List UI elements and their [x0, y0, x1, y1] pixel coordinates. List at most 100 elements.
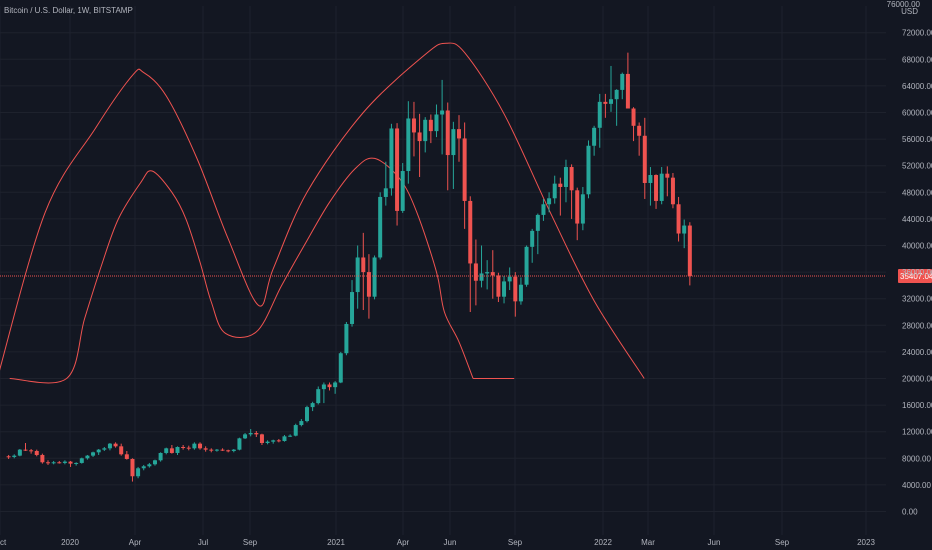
candle	[496, 272, 501, 303]
candle	[479, 245, 484, 288]
x-tick-label: Jul	[198, 538, 208, 547]
y-tick-label: 72000.00	[902, 29, 932, 38]
candle	[434, 104, 439, 138]
y-tick-label: 56000.00	[902, 135, 932, 144]
time-axis[interactable]: Oct 2020 Apr Jul Sep 2021 Apr Jun Sep 2022 Mar Jun S…	[0, 538, 875, 547]
candle-body	[164, 448, 169, 453]
candle	[665, 166, 670, 197]
y-tick-label: 36000.00	[902, 268, 932, 277]
candle	[350, 280, 355, 327]
x-tick-label: 2022	[594, 538, 612, 547]
y-tick-label: 24000.00	[902, 348, 932, 357]
x-tick-label: Oct	[0, 538, 7, 547]
candle-body	[344, 323, 349, 354]
candle-body	[96, 449, 101, 453]
candle	[310, 401, 315, 412]
candle-body	[496, 275, 501, 297]
chart-title: Bitcoin / U.S. Dollar, 1W, BITSTAMP	[4, 6, 133, 15]
candle-body	[530, 230, 535, 247]
grid	[0, 6, 886, 535]
candle	[203, 446, 208, 452]
candle	[609, 65, 614, 112]
y-tick-label: 8000.00	[902, 454, 931, 463]
candle	[395, 123, 400, 226]
candle-body	[29, 450, 34, 452]
candle	[136, 466, 141, 479]
y-tick-label: 0.00	[902, 508, 918, 517]
candle-body	[79, 458, 84, 463]
candle-body	[620, 73, 625, 90]
y-tick-label: 12000.00	[902, 428, 932, 437]
candle	[411, 101, 416, 157]
candle-body	[316, 389, 321, 404]
candle	[91, 451, 96, 457]
candle	[592, 125, 597, 156]
candle-body	[597, 101, 602, 128]
candle-body	[181, 446, 186, 448]
candle	[642, 117, 647, 199]
candle	[316, 386, 321, 405]
candle-body	[580, 194, 585, 224]
candle	[372, 255, 377, 300]
last-price-label: 35407.04	[900, 272, 932, 281]
candle	[558, 177, 563, 216]
candle-body	[659, 173, 664, 201]
candle-body	[147, 464, 152, 467]
currency-label[interactable]: USD	[901, 7, 918, 16]
candle-body	[57, 462, 62, 464]
candle-body	[355, 257, 360, 293]
candle	[158, 452, 163, 462]
candle	[625, 52, 630, 109]
candle	[423, 117, 428, 153]
candle	[119, 443, 124, 456]
candle-body	[158, 452, 163, 461]
candle	[440, 79, 445, 155]
candle	[552, 175, 557, 204]
candle	[361, 232, 366, 311]
candle-body	[169, 448, 174, 453]
y-tick-label: 32000.00	[902, 295, 932, 304]
candle	[46, 460, 51, 465]
candle-body	[237, 438, 242, 450]
price-axis[interactable]: 0.00 4000.00 8000.00 12000.00 16000.00 20000.…	[902, 29, 932, 517]
candle	[620, 72, 625, 100]
y-tick-label: 44000.00	[902, 215, 932, 224]
candle	[288, 434, 293, 438]
candle	[6, 454, 11, 459]
candle	[293, 423, 298, 437]
candle-body	[434, 114, 439, 132]
x-tick-label: 2021	[327, 538, 345, 547]
candle	[68, 460, 73, 467]
candle-body	[609, 99, 614, 104]
candle-body	[473, 263, 478, 281]
candle	[462, 122, 467, 229]
candle	[473, 239, 478, 306]
candle	[282, 435, 287, 442]
candle-body	[440, 110, 445, 115]
candle-body	[558, 183, 563, 187]
candle-body	[417, 132, 422, 142]
candle-body	[462, 138, 467, 201]
candle	[541, 198, 546, 221]
candle	[74, 462, 79, 466]
y-tick-label: 48000.00	[902, 188, 932, 197]
candle-body	[130, 458, 135, 477]
candle-body	[423, 119, 428, 142]
candle	[152, 459, 157, 466]
candle-body	[541, 204, 546, 215]
candle	[575, 187, 580, 241]
x-tick-label: Apr	[129, 538, 142, 547]
candle	[12, 454, 17, 459]
candle	[563, 159, 568, 203]
candle	[400, 163, 405, 213]
x-tick-label: Jun	[708, 538, 721, 547]
candle	[597, 93, 602, 148]
x-tick-label: 2023	[857, 538, 875, 547]
candle	[676, 196, 681, 242]
candle-body	[293, 425, 298, 436]
candle	[169, 445, 174, 454]
candle-body	[479, 273, 484, 281]
candle-body	[535, 214, 540, 231]
